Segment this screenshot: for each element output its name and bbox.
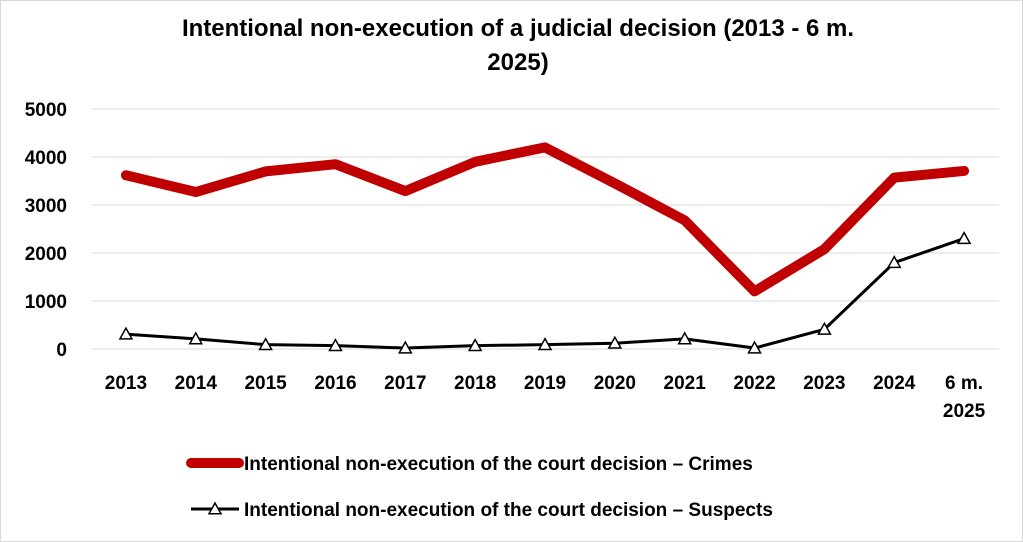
legend-marker-triangle <box>207 501 223 515</box>
x-axis: 2013 2014 2015 2016 2017 2018 2019 2020 2021 2022… <box>105 373 986 422</box>
y-tick-label: 5000 <box>25 100 67 121</box>
data-point-suspects <box>607 335 623 349</box>
plot-area <box>118 142 972 354</box>
x-tick-label: 2014 <box>175 373 218 394</box>
x-tick-label: 2024 <box>873 373 916 394</box>
gridlines <box>91 108 999 350</box>
x-tick-label-line: 2020 <box>594 373 636 394</box>
x-tick-label: 2020 <box>594 373 636 394</box>
series-line-suspects <box>124 237 966 350</box>
x-tick-label: 2023 <box>803 373 845 394</box>
x-tick-label: 2018 <box>454 373 496 394</box>
data-point-suspects <box>118 326 134 340</box>
x-tick-label-line: 2021 <box>664 373 707 394</box>
x-tick-label-line: 2025 <box>943 401 986 422</box>
data-point-suspects <box>956 231 972 245</box>
data-point-suspects <box>328 338 343 352</box>
y-tick-label: 4000 <box>25 148 67 169</box>
x-tick-label-line: 2018 <box>454 373 496 394</box>
x-tick-label-line: 2024 <box>873 373 916 394</box>
y-tick-label: 1000 <box>25 292 67 313</box>
x-tick-label-line: 2017 <box>384 373 426 394</box>
x-tick-label: 2017 <box>384 373 426 394</box>
data-point-suspects <box>747 340 762 354</box>
x-tick-label-line: 6 m. <box>945 373 983 394</box>
data-point-suspects <box>258 337 273 351</box>
legend-label: Intentional non-execution of the court d… <box>244 500 773 521</box>
x-tick-label-line: 2015 <box>244 373 287 394</box>
x-tick-label-line: 2023 <box>803 373 845 394</box>
data-point-suspects <box>886 255 902 269</box>
x-tick-label-line: 2022 <box>733 373 775 394</box>
x-tick-label-line: 2016 <box>314 373 356 394</box>
x-tick-label-line: 2014 <box>175 373 218 394</box>
x-tick-label: 2019 <box>524 373 566 394</box>
y-axis: 0 1000 2000 3000 4000 5000 <box>25 100 67 361</box>
series-line-crimes <box>120 142 970 297</box>
x-tick-label: 2021 <box>664 373 707 394</box>
x-tick-label: 2015 <box>244 373 287 394</box>
x-tick-label: 2016 <box>314 373 356 394</box>
legend-label: Intentional non-execution of the court d… <box>244 454 753 475</box>
x-tick-label-line: 2013 <box>105 373 147 394</box>
data-point-suspects <box>188 331 204 345</box>
y-tick-label: 3000 <box>25 196 67 217</box>
data-point-suspects <box>817 321 832 335</box>
chart-title: Intentional non-execution of a judicial … <box>182 15 854 76</box>
data-point-suspects <box>677 331 692 345</box>
data-point-suspects <box>398 340 413 354</box>
x-tick-label: 2013 <box>105 373 147 394</box>
x-tick-label-line: 2019 <box>524 373 566 394</box>
data-point-suspects <box>537 337 553 351</box>
y-tick-label: 0 <box>56 340 67 361</box>
x-tick-label: 2022 <box>733 373 775 394</box>
legend: Intentional non-execution of the court d… <box>186 454 773 521</box>
data-point-suspects <box>467 338 483 352</box>
y-tick-label: 2000 <box>25 244 67 265</box>
chart-title-line-1: Intentional non-execution of a judicial … <box>182 15 854 42</box>
chart-title-line-2: 2025) <box>487 49 548 76</box>
x-tick-label: 6 m. 2025 <box>943 373 986 422</box>
